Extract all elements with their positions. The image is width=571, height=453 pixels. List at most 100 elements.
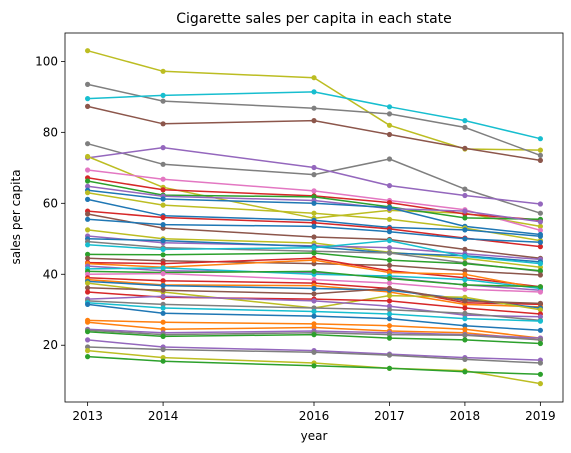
- data-point: [537, 314, 544, 320]
- series-13: [85, 196, 544, 239]
- series-44: [85, 329, 544, 347]
- x-tick-label: 2017: [374, 409, 405, 423]
- data-point: [537, 261, 544, 267]
- data-point: [85, 178, 91, 184]
- x-tick-label: 2016: [299, 409, 330, 423]
- data-point: [160, 305, 166, 311]
- data-point: [462, 215, 468, 221]
- data-point: [537, 371, 544, 377]
- data-point: [462, 208, 468, 214]
- data-point: [85, 211, 91, 217]
- series-21: [85, 238, 544, 267]
- series-line: [87, 328, 541, 339]
- data-point: [311, 164, 317, 171]
- data-point: [462, 316, 468, 322]
- data-point: [537, 381, 544, 387]
- data-point: [160, 265, 166, 271]
- data-point: [160, 246, 166, 252]
- data-point: [85, 344, 91, 350]
- data-point: [537, 227, 544, 233]
- series-line: [87, 91, 541, 140]
- data-point: [462, 124, 468, 130]
- series-48: [85, 354, 544, 377]
- data-point: [462, 118, 468, 124]
- data-point: [160, 214, 166, 221]
- data-point: [462, 145, 468, 151]
- series-line: [87, 229, 541, 268]
- data-point: [386, 311, 393, 317]
- series-line: [87, 319, 541, 339]
- data-point: [462, 369, 468, 375]
- series-2: [85, 89, 544, 142]
- data-point: [386, 104, 393, 110]
- series-line: [87, 213, 541, 260]
- data-point: [160, 202, 166, 208]
- data-point: [311, 89, 317, 95]
- data-point: [85, 319, 91, 325]
- series-line: [87, 105, 541, 162]
- series-22: [85, 250, 544, 274]
- data-point: [160, 68, 166, 74]
- data-point: [311, 321, 317, 327]
- data-point: [537, 360, 544, 366]
- x-tick-label: 2014: [148, 409, 179, 423]
- data-point: [160, 333, 166, 339]
- series-line: [87, 355, 541, 376]
- series-line: [87, 301, 541, 322]
- data-point: [311, 285, 317, 292]
- data-point: [85, 337, 91, 343]
- data-point: [462, 310, 468, 316]
- data-point: [160, 283, 166, 289]
- data-point: [386, 111, 393, 117]
- series-line: [87, 259, 541, 290]
- series-line: [87, 346, 541, 364]
- y-tick-label: 100: [35, 54, 58, 68]
- data-point: [311, 245, 317, 251]
- data-point: [537, 201, 544, 207]
- data-point: [462, 227, 468, 233]
- data-point: [537, 289, 544, 295]
- y-axis-label: sales per capita: [9, 169, 23, 264]
- data-point: [462, 271, 468, 277]
- data-point: [311, 200, 317, 206]
- data-point: [85, 242, 91, 248]
- data-point: [386, 216, 393, 222]
- series-line: [87, 330, 541, 345]
- x-tick-label: 2018: [450, 409, 481, 423]
- data-point: [537, 300, 544, 306]
- data-point: [85, 103, 91, 109]
- data-point: [311, 105, 317, 111]
- data-point: [160, 319, 166, 325]
- data-point: [311, 250, 317, 256]
- data-point: [160, 196, 166, 202]
- data-point: [311, 363, 317, 369]
- data-point: [386, 365, 393, 371]
- data-point: [85, 227, 91, 233]
- data-point: [311, 234, 317, 240]
- series-line: [87, 191, 541, 242]
- data-point: [85, 167, 91, 173]
- data-point: [311, 220, 317, 226]
- data-point: [386, 293, 393, 299]
- series-34: [85, 285, 544, 306]
- data-point: [537, 284, 544, 290]
- data-point: [462, 286, 468, 292]
- series-38: [85, 300, 544, 324]
- data-point: [386, 275, 393, 282]
- data-point: [386, 245, 393, 251]
- data-point: [386, 323, 393, 329]
- series-line: [87, 295, 541, 318]
- series-0: [85, 48, 544, 153]
- series-line: [87, 270, 541, 288]
- series-line: [87, 252, 541, 272]
- data-point: [85, 81, 91, 87]
- data-point: [462, 253, 468, 260]
- x-tick-label: 2019: [525, 409, 556, 423]
- data-point: [386, 122, 393, 128]
- x-axis: 2013 2014 2016 2017 2018 2019: [72, 402, 556, 423]
- series-line: [87, 257, 541, 288]
- data-point: [311, 257, 317, 263]
- data-point: [160, 145, 166, 151]
- data-point: [386, 303, 393, 309]
